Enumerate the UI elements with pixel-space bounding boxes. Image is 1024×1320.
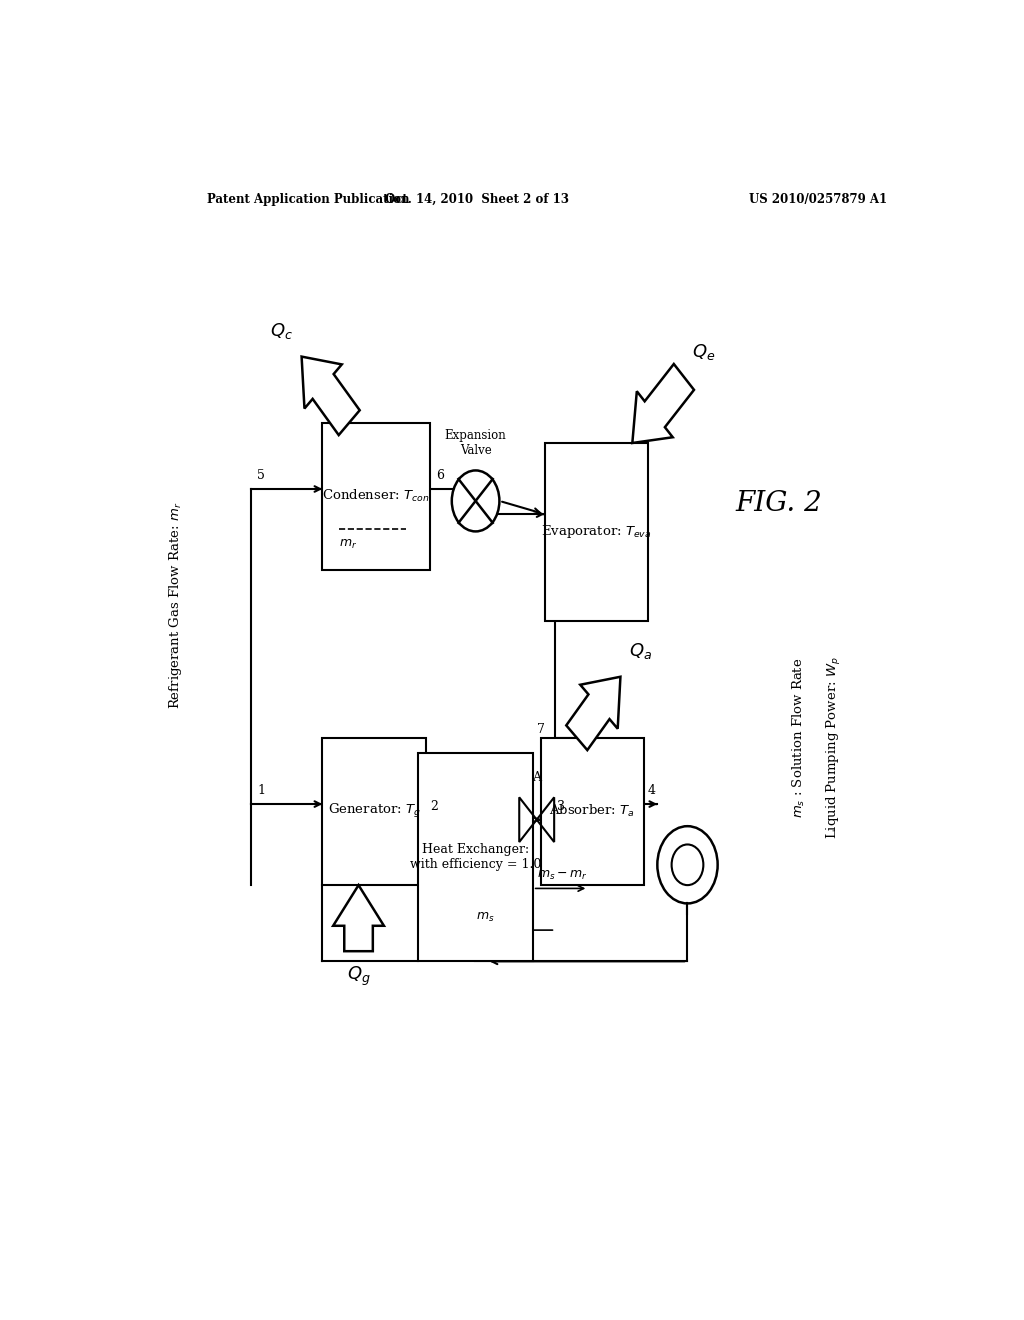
Text: $Q_c$: $Q_c$ xyxy=(270,321,293,341)
Text: FIG. 2: FIG. 2 xyxy=(735,491,822,517)
Text: 1: 1 xyxy=(257,784,265,797)
Bar xyxy=(323,738,426,886)
Text: $Q_a$: $Q_a$ xyxy=(629,642,652,661)
Text: Evaporator: $T_{eva}$: Evaporator: $T_{eva}$ xyxy=(541,524,651,540)
Text: US 2010/0257879 A1: US 2010/0257879 A1 xyxy=(750,193,888,206)
Text: Heat Exchanger:
with efficiency = 1.0: Heat Exchanger: with efficiency = 1.0 xyxy=(410,843,541,871)
Text: $m_s$: $m_s$ xyxy=(476,911,495,924)
Polygon shape xyxy=(333,886,384,952)
Text: $m_r$: $m_r$ xyxy=(339,539,356,552)
Polygon shape xyxy=(566,677,621,750)
Bar xyxy=(418,752,532,961)
Bar xyxy=(323,422,430,570)
Polygon shape xyxy=(302,356,359,436)
Text: 7: 7 xyxy=(538,722,546,735)
Text: Oct. 14, 2010  Sheet 2 of 13: Oct. 14, 2010 Sheet 2 of 13 xyxy=(385,193,569,206)
Text: Condenser: $T_{con}$: Condenser: $T_{con}$ xyxy=(323,488,430,504)
Text: 3: 3 xyxy=(557,800,565,813)
Text: $Q_e$: $Q_e$ xyxy=(692,342,716,362)
Text: $Q_g$: $Q_g$ xyxy=(347,965,371,989)
Polygon shape xyxy=(633,364,694,444)
Text: 5: 5 xyxy=(257,469,265,482)
Text: 6: 6 xyxy=(436,469,444,482)
Text: $m_s - m_r$: $m_s - m_r$ xyxy=(537,870,588,882)
Text: 2: 2 xyxy=(430,800,438,813)
Bar xyxy=(541,738,644,886)
Bar xyxy=(545,444,648,620)
Text: A: A xyxy=(532,771,542,784)
Text: Liquid Pumping Power: $W_p$: Liquid Pumping Power: $W_p$ xyxy=(825,656,844,840)
Text: Patent Application Publication: Patent Application Publication xyxy=(207,193,410,206)
Text: Expansion
Valve: Expansion Valve xyxy=(444,429,507,457)
Text: $m_s$ : Solution Flow Rate: $m_s$ : Solution Flow Rate xyxy=(791,657,807,818)
Text: Generator: $T_g$: Generator: $T_g$ xyxy=(328,803,421,821)
Text: Refrigerant Gas Flow Rate: $m_r$: Refrigerant Gas Flow Rate: $m_r$ xyxy=(167,502,184,709)
Text: 4: 4 xyxy=(648,784,655,797)
Text: Absorber: $T_a$: Absorber: $T_a$ xyxy=(550,804,635,820)
